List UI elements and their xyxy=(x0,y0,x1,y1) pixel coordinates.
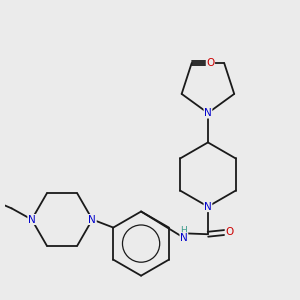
Text: O: O xyxy=(206,58,214,68)
Text: N: N xyxy=(28,214,36,224)
Text: N: N xyxy=(180,233,188,243)
Text: N: N xyxy=(204,202,212,212)
Text: N: N xyxy=(88,214,96,224)
Text: N: N xyxy=(204,108,212,118)
Text: O: O xyxy=(225,227,233,237)
Text: H: H xyxy=(181,226,187,235)
